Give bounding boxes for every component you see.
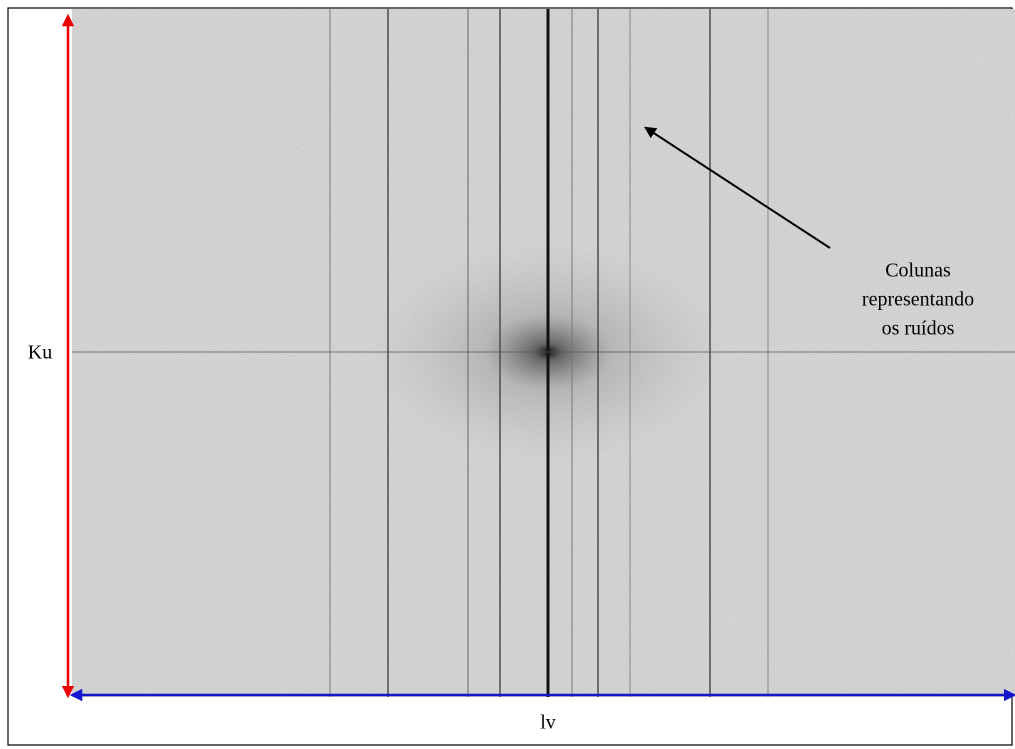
spectrum-image (72, 9, 1015, 697)
vertical-axis-label: Ku (28, 342, 52, 364)
horizontal-axis-label: lv (540, 712, 556, 734)
annotation-line: os ruídos (882, 318, 955, 340)
annotation-line: Colunas (885, 260, 951, 282)
annotation-line: representando (862, 289, 974, 311)
annotation-arrow (643, 126, 831, 249)
